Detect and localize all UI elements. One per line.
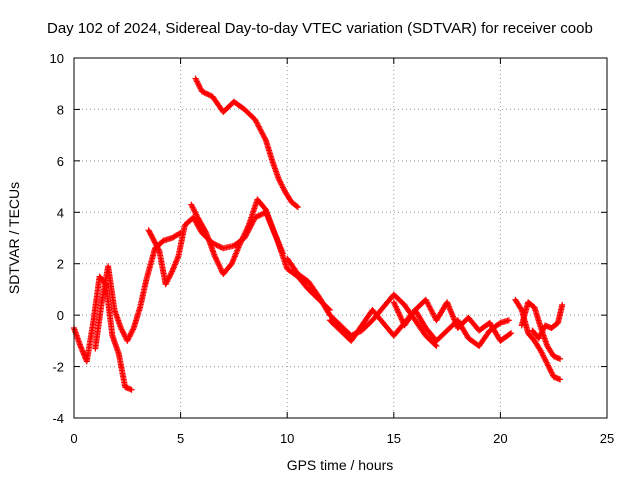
data-point (557, 376, 564, 383)
y-tick-label: 0 (57, 308, 64, 323)
data-point (213, 255, 220, 262)
data-point (213, 242, 220, 249)
data-point (245, 223, 252, 230)
grid (74, 58, 607, 418)
data-point (517, 305, 524, 312)
x-tick-label: 25 (600, 431, 614, 446)
data-point (243, 227, 250, 234)
data-series-arc-10 (518, 299, 564, 362)
y-tick-label: 4 (57, 205, 64, 220)
data-point (506, 331, 513, 337)
x-tick-label: 5 (177, 431, 184, 446)
data-point (557, 355, 564, 362)
data-point (216, 243, 223, 250)
x-axis-label: GPS time / hours (287, 457, 394, 473)
data-point (257, 211, 264, 218)
data-series-arc-11 (529, 301, 566, 342)
data-point (211, 253, 218, 259)
data-point (241, 231, 248, 238)
data-point (215, 261, 222, 268)
data-point (217, 265, 224, 272)
data-point (559, 301, 566, 308)
data-point (216, 262, 223, 269)
data-point (216, 264, 223, 271)
data-series-arc-3 (145, 209, 333, 313)
data-point (206, 92, 213, 99)
data-point (262, 135, 269, 142)
y-tick-label: 6 (57, 154, 64, 169)
data-point (212, 254, 219, 261)
data-point (214, 259, 221, 266)
y-tick-label: 10 (50, 51, 64, 66)
data-point (213, 257, 220, 264)
data-point (239, 235, 246, 242)
data-series-arc-6 (284, 255, 440, 349)
data-series-arc-4 (192, 75, 301, 211)
data-point (239, 234, 246, 241)
data-point (198, 88, 205, 95)
x-tick-label: 15 (387, 431, 401, 446)
data-series-arc-2 (92, 229, 184, 352)
x-tick-label: 0 (70, 431, 77, 446)
x-tick-label: 10 (280, 431, 294, 446)
y-tick-label: -2 (52, 360, 64, 375)
data-point (294, 204, 301, 211)
data-point (155, 246, 162, 253)
y-axis-label: SDTVAR / TECUs (6, 182, 22, 294)
data-point (279, 250, 286, 257)
chart-title: Day 102 of 2024, Sidereal Day-to-day VTE… (47, 20, 593, 37)
data-series-arc-5 (188, 196, 286, 277)
data-point (200, 89, 207, 96)
data-series-arc-8 (390, 296, 515, 344)
data-point (237, 238, 244, 245)
data-point (217, 244, 224, 250)
x-tick-label: 20 (493, 431, 507, 446)
data-point (240, 233, 247, 240)
data-point (508, 330, 515, 337)
data-point (496, 320, 503, 327)
data-series-arc-9 (512, 296, 564, 383)
data-point (201, 89, 208, 96)
data-point (202, 228, 209, 235)
axes: 0 5 10 15 20 25 -4 -2 0 2 4 6 8 10 (50, 51, 615, 446)
data-point (293, 203, 300, 210)
data-point (242, 229, 249, 236)
data-point (254, 213, 261, 220)
data-point (202, 90, 209, 97)
data-point (238, 237, 245, 244)
data-point (241, 230, 248, 237)
data-point (176, 230, 183, 237)
data-point (256, 212, 263, 219)
data-point (433, 343, 440, 349)
data-point (218, 266, 225, 273)
y-tick-label: 8 (57, 102, 64, 117)
data-point (128, 386, 135, 393)
plot-area (71, 75, 566, 393)
data-point (505, 317, 512, 324)
plot-frame (73, 57, 608, 419)
data-point (214, 242, 221, 249)
data-point (237, 240, 244, 247)
data-series-arc-7 (326, 307, 512, 349)
data-point (244, 224, 251, 231)
data-point (204, 91, 211, 97)
y-tick-label: 2 (57, 257, 64, 272)
y-tick-label: -4 (52, 411, 64, 426)
data-point (243, 226, 250, 233)
data-point (253, 213, 260, 220)
data-point (214, 258, 221, 265)
data-point (432, 341, 439, 348)
data-point (205, 91, 212, 98)
